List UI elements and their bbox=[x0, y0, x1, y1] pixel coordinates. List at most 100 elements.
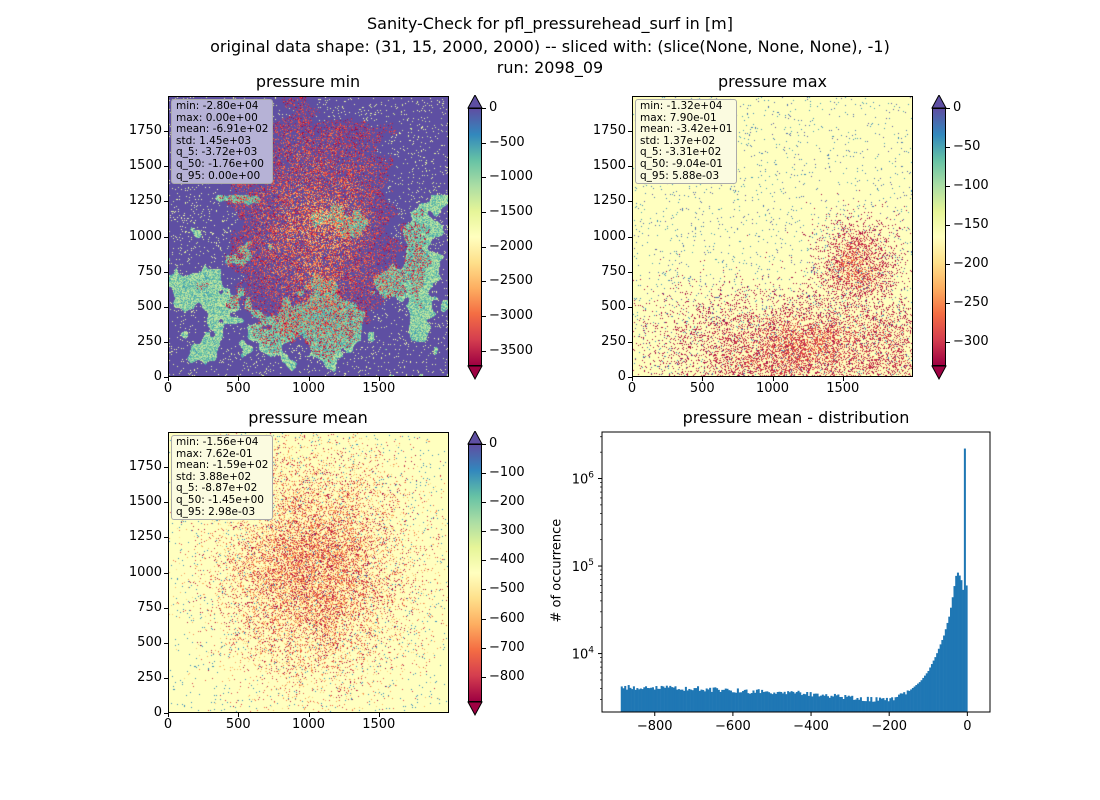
histogram-bar bbox=[698, 690, 701, 712]
histogram-bar bbox=[936, 653, 939, 712]
histogram-bar bbox=[710, 691, 713, 712]
colorbar-tick-label: −500 bbox=[489, 134, 525, 150]
colorbar-tick-mark bbox=[482, 142, 486, 144]
y-tick-label: 1750 bbox=[592, 123, 626, 139]
colorbar-tick-mark bbox=[482, 316, 486, 318]
histogram-bar bbox=[802, 693, 805, 712]
colorbar-tick-label: −500 bbox=[489, 581, 525, 597]
x-tick-label: −600 bbox=[715, 719, 751, 734]
colorbar-extend-min bbox=[467, 701, 483, 717]
y-tick-label: 250 bbox=[601, 333, 626, 349]
stat-line: max: 7.62e-01 bbox=[176, 447, 253, 460]
colorbar-extend-min bbox=[467, 365, 483, 381]
histogram-bar bbox=[930, 664, 933, 712]
histogram-bar bbox=[740, 692, 743, 712]
histogram-bar bbox=[866, 696, 869, 712]
colorbar-tick-label: −1000 bbox=[489, 169, 533, 185]
histogram-bar bbox=[754, 692, 757, 712]
colorbar-tick-label: −2000 bbox=[489, 238, 533, 254]
y-tick-label: 1000 bbox=[128, 228, 162, 244]
x-tick-label: −400 bbox=[793, 719, 829, 734]
histogram-bar bbox=[844, 694, 847, 712]
histogram-bar bbox=[884, 700, 887, 712]
histogram-bar bbox=[620, 686, 623, 712]
colorbar-tick-label: −300 bbox=[489, 523, 525, 539]
x-tick-mark bbox=[378, 713, 380, 717]
histogram-bar bbox=[925, 673, 928, 712]
stats-box-pressure-max: min: -1.32e+04 max: 7.90e-01 mean: -3.42e+… bbox=[635, 99, 738, 185]
histogram-bar bbox=[873, 701, 876, 712]
y-tick-label: 500 bbox=[601, 298, 626, 314]
colorbar-tick-mark bbox=[946, 185, 950, 187]
histogram-bar bbox=[719, 691, 722, 712]
histogram-bar bbox=[721, 689, 724, 712]
stat-line: q_95: 5.88e-03 bbox=[640, 169, 720, 182]
histogram-bar bbox=[821, 694, 824, 712]
stat-line: q_5: -3.72e+03 bbox=[176, 146, 258, 159]
y-tick-label: 750 bbox=[137, 599, 162, 615]
histogram-bar bbox=[643, 687, 646, 712]
figure-run-label: run: 2098_09 bbox=[496, 58, 604, 77]
histogram-bar bbox=[726, 688, 729, 712]
colorbar-extend-arrows bbox=[931, 95, 947, 381]
histogram-bar bbox=[872, 701, 875, 712]
y-tick-mark bbox=[164, 502, 168, 504]
histogram-bar bbox=[774, 693, 778, 712]
histogram-bar bbox=[641, 689, 644, 712]
colorbar-tick-label: −700 bbox=[489, 639, 525, 655]
histogram-bar bbox=[813, 693, 816, 712]
y-tick-mark bbox=[628, 131, 632, 133]
figure-subtitle: original data shape: (31, 15, 2000, 2000… bbox=[210, 37, 890, 56]
x-tick-mark bbox=[168, 713, 169, 717]
histogram-bar bbox=[722, 689, 726, 712]
histogram-bar bbox=[865, 701, 868, 712]
y-tick-mark bbox=[164, 572, 168, 574]
histogram-bar bbox=[745, 689, 748, 712]
colorbar-tick-mark bbox=[482, 246, 486, 248]
histogram-bar bbox=[724, 688, 727, 712]
histogram-bar bbox=[773, 692, 776, 712]
histogram-bar bbox=[870, 697, 873, 712]
histogram-bar bbox=[688, 688, 691, 712]
histogram-bar bbox=[828, 697, 831, 712]
histogram-bar bbox=[854, 699, 857, 712]
histogram-bar bbox=[903, 692, 906, 712]
histogram-bar bbox=[875, 697, 878, 712]
histogram-bar bbox=[882, 698, 885, 712]
y-tick-mark bbox=[628, 201, 632, 203]
histogram-bar bbox=[716, 688, 719, 712]
histogram-bar bbox=[825, 694, 828, 712]
colorbar-tick-mark bbox=[482, 618, 486, 620]
colorbar-tick-label: −800 bbox=[489, 668, 525, 684]
histogram-bar bbox=[958, 575, 961, 712]
histogram-bar bbox=[892, 700, 895, 712]
histogram-bar bbox=[795, 692, 798, 712]
histogram-bar bbox=[650, 687, 653, 712]
x-tick-mark bbox=[308, 713, 310, 717]
y-tick-label: 1250 bbox=[128, 529, 162, 545]
histogram-bar bbox=[877, 700, 880, 712]
colorbar-tick-mark bbox=[946, 224, 950, 226]
histogram-bar bbox=[889, 698, 892, 712]
y-tick-label: 250 bbox=[137, 669, 162, 685]
x-tick-label: 500 bbox=[225, 717, 251, 732]
x-tick-label: 0 bbox=[163, 717, 173, 732]
colorbar-tick-mark bbox=[482, 560, 486, 562]
histogram-bar bbox=[651, 687, 654, 712]
histogram-bar bbox=[669, 685, 672, 712]
histogram-bar bbox=[683, 690, 686, 712]
y-tick-mark bbox=[164, 607, 168, 609]
colorbar-extend-max bbox=[467, 95, 483, 109]
y-tick-mark bbox=[164, 306, 168, 308]
histogram-bar bbox=[842, 699, 845, 712]
y-tick-mark bbox=[164, 677, 168, 679]
histogram-bar bbox=[955, 575, 958, 712]
histogram-bar bbox=[771, 694, 774, 712]
histogram-bar bbox=[946, 622, 949, 712]
y-tick-label: 0 bbox=[153, 369, 162, 384]
histogram-bar bbox=[852, 699, 855, 712]
histogram-bar bbox=[671, 687, 674, 712]
histogram-bar bbox=[766, 691, 769, 712]
y-tick-label: 105 bbox=[572, 558, 594, 575]
histogram-bar bbox=[868, 701, 871, 712]
